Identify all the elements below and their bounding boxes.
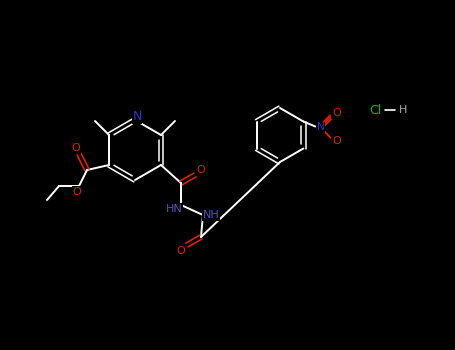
Text: O: O xyxy=(197,165,205,175)
Text: Cl: Cl xyxy=(369,104,381,117)
Text: O: O xyxy=(71,143,81,153)
Text: HN: HN xyxy=(166,204,182,214)
Text: NH: NH xyxy=(202,210,219,220)
Text: O: O xyxy=(177,246,185,256)
Text: N: N xyxy=(132,111,142,124)
Text: H: H xyxy=(399,105,407,115)
Text: N: N xyxy=(317,122,324,133)
Text: O: O xyxy=(332,108,341,119)
Text: O: O xyxy=(332,136,341,147)
Text: O: O xyxy=(73,187,81,197)
